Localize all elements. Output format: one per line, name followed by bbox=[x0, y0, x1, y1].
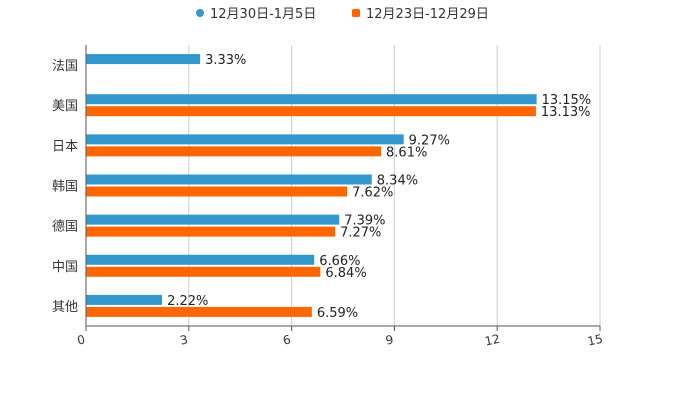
x-tick-label: 0 bbox=[76, 332, 86, 347]
data-label: 8.34% bbox=[377, 174, 418, 189]
bar-series-2[interactable] bbox=[86, 226, 336, 237]
x-tick-label: 15 bbox=[586, 332, 604, 349]
bar-series-1[interactable] bbox=[86, 214, 340, 225]
data-label: 3.33% bbox=[205, 53, 246, 68]
data-label: 7.39% bbox=[344, 214, 385, 229]
legend-marker bbox=[196, 9, 204, 17]
category-label: 韩国 bbox=[52, 180, 78, 195]
legend-label: 12月30日-1月5日 bbox=[210, 7, 316, 22]
legend-marker bbox=[352, 9, 360, 17]
x-tick-label: 9 bbox=[384, 332, 394, 347]
bar-series-1[interactable] bbox=[86, 174, 372, 185]
legend-item-1[interactable]: 12月30日-1月5日 bbox=[196, 7, 316, 22]
bar-series-1[interactable] bbox=[86, 294, 163, 305]
category-label: 法国 bbox=[52, 59, 78, 74]
data-label: 2.22% bbox=[167, 294, 208, 309]
category-label: 美国 bbox=[52, 99, 78, 114]
bar-series-2[interactable] bbox=[86, 306, 312, 317]
x-tick-label: 12 bbox=[483, 332, 501, 349]
bar-series-1[interactable] bbox=[86, 54, 201, 65]
data-label: 13.13% bbox=[541, 105, 591, 120]
category-label: 日本 bbox=[52, 139, 78, 154]
data-label: 7.62% bbox=[352, 186, 393, 201]
category-label: 德国 bbox=[52, 220, 78, 235]
bar-series-2[interactable] bbox=[86, 266, 321, 277]
x-tick-label: 3 bbox=[179, 332, 189, 347]
data-label: 9.27% bbox=[409, 133, 450, 148]
bar-series-1[interactable] bbox=[86, 94, 537, 105]
labels: 法国 3.33% 美国 13.15%13.13% 日本 9.27%8.61% 韩国 8.34%… bbox=[52, 53, 591, 321]
category-label: 中国 bbox=[52, 260, 78, 275]
legend-label: 12月23日-12月29日 bbox=[366, 7, 489, 22]
grid-lines bbox=[85, 45, 601, 326]
data-label: 6.66% bbox=[319, 254, 360, 269]
bar-series-1[interactable] bbox=[86, 254, 315, 265]
x-tick-label: 6 bbox=[282, 332, 292, 347]
bar-series-2[interactable] bbox=[86, 146, 382, 157]
data-label: 8.61% bbox=[386, 145, 427, 160]
data-label: 6.59% bbox=[317, 306, 358, 321]
data-label: 6.84% bbox=[325, 266, 366, 281]
bar-series-1[interactable] bbox=[86, 134, 404, 145]
bar-series-2[interactable] bbox=[86, 106, 536, 117]
category-label: 其他 bbox=[52, 300, 78, 315]
legend: 12月30日-1月5日 12月23日-12月29日 bbox=[196, 7, 489, 22]
axes: 0 3 6 9 12 15 bbox=[76, 45, 604, 349]
bar-series-2[interactable] bbox=[86, 186, 348, 197]
bars bbox=[86, 54, 537, 317]
data-label: 7.27% bbox=[340, 226, 381, 241]
data-label: 13.15% bbox=[542, 93, 592, 108]
legend-item-2[interactable]: 12月23日-12月29日 bbox=[352, 7, 489, 22]
